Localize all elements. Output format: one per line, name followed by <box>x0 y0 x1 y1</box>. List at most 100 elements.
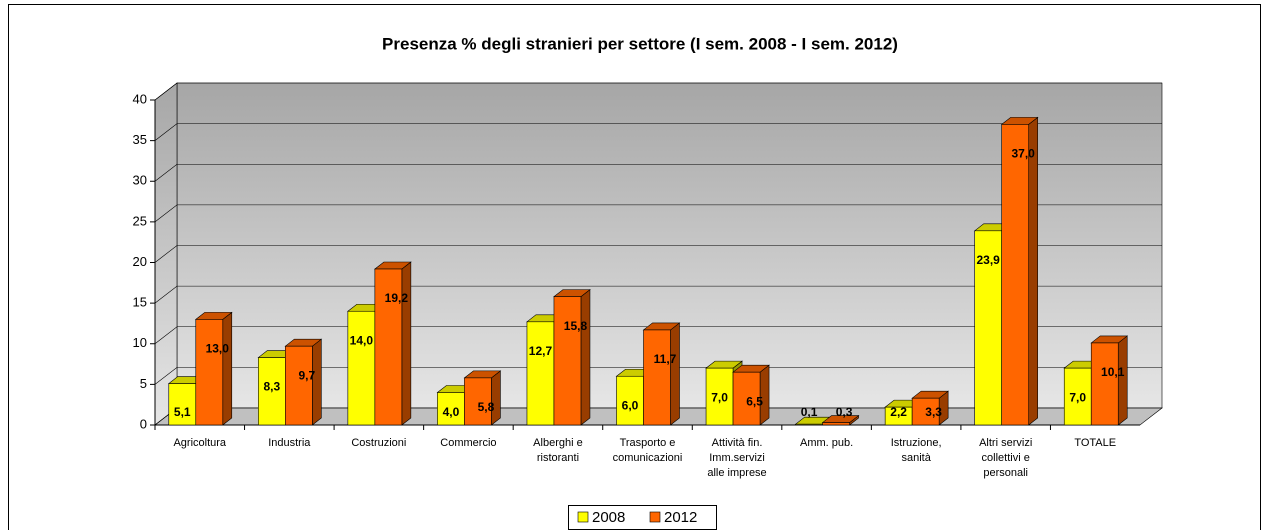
grid-line <box>154 367 1162 385</box>
bar-side <box>401 261 412 426</box>
bar-front <box>911 397 940 426</box>
y-tick-label: 5 <box>140 376 147 391</box>
bar <box>642 322 681 426</box>
bar <box>553 289 591 426</box>
bar-front <box>553 296 582 426</box>
grid-line <box>154 163 1162 182</box>
x-tick-label: alle imprese <box>707 467 766 479</box>
bar-front <box>643 329 671 426</box>
legend-label: 2008 <box>592 509 625 526</box>
value-label: 19,2 <box>385 291 409 305</box>
x-tick-label: comunicazioni <box>613 452 683 464</box>
bar-front <box>374 268 403 426</box>
x-tick-label: Commercio <box>440 437 496 449</box>
x-tick-label: personali <box>983 467 1028 479</box>
bar-front <box>616 375 644 426</box>
bar <box>463 370 502 426</box>
y-tick-label: 10 <box>133 335 147 350</box>
value-label: 5,8 <box>478 400 495 414</box>
bar-front <box>347 310 376 426</box>
bar-front <box>705 367 734 426</box>
x-tick-label: Costruzioni <box>351 437 406 449</box>
value-label: 12,7 <box>529 344 553 358</box>
bar-side <box>491 370 501 426</box>
x-tick-label: TOTALE <box>1074 437 1116 449</box>
bar-front <box>526 321 555 426</box>
bar-front <box>195 319 224 426</box>
value-label: 9,7 <box>298 368 315 382</box>
bar-side <box>670 322 680 426</box>
y-tick-label: 40 <box>133 91 147 106</box>
bar-front <box>1001 124 1029 426</box>
value-label: 11,7 <box>654 352 677 366</box>
value-label: 13,0 <box>206 342 230 356</box>
x-tick-label: Industria <box>268 437 311 449</box>
value-label: 7,0 <box>1069 390 1086 404</box>
grid-line <box>154 326 1162 344</box>
x-tick-label: Istruzione, <box>891 437 942 449</box>
value-label: 6,5 <box>746 394 763 408</box>
value-label: 4,0 <box>443 405 460 419</box>
bar <box>1090 335 1129 426</box>
value-label: 0,1 <box>801 405 818 419</box>
value-label: 6,0 <box>622 398 639 412</box>
value-label: 0,3 <box>836 405 853 419</box>
value-label: 2,2 <box>890 405 907 419</box>
bar-front <box>1063 367 1092 426</box>
value-label: 5,1 <box>174 405 191 419</box>
bar-front <box>168 383 197 426</box>
legend-label: 2012 <box>664 509 697 526</box>
x-tick-label: collettivi e <box>982 452 1030 464</box>
x-tick-label: Amm. pub. <box>800 437 853 449</box>
bar-front <box>285 345 313 426</box>
bar <box>284 338 323 426</box>
bar-side <box>222 311 233 426</box>
grid-line <box>154 285 1162 304</box>
y-tick-label: 35 <box>133 132 147 147</box>
y-tick-label: 25 <box>133 213 147 228</box>
y-tick-label: 20 <box>133 254 147 269</box>
bar-front <box>437 392 465 426</box>
chart-title: Presenza % degli stranieri per settore (… <box>382 34 898 53</box>
bar <box>194 311 233 426</box>
bar <box>911 390 950 426</box>
x-tick-label: ristoranti <box>537 452 579 464</box>
bar-front <box>732 371 761 426</box>
bar-side <box>1117 335 1128 426</box>
bar-front <box>258 357 286 426</box>
legend-swatch <box>649 511 661 523</box>
bar <box>821 414 860 426</box>
x-tick-label: Agricoltura <box>173 437 226 449</box>
y-tick-label: 0 <box>140 416 147 431</box>
bar-side <box>1028 116 1038 426</box>
legend-box <box>568 505 717 530</box>
value-label: 10,1 <box>1101 365 1125 379</box>
bar-front <box>1090 342 1119 426</box>
bar-side <box>580 289 591 426</box>
x-tick-label: Attività fin. <box>712 437 763 449</box>
bar-front <box>974 230 1002 426</box>
x-tick-label: Alberghi e <box>533 437 583 449</box>
bar-front <box>795 423 823 426</box>
x-tick-label: Trasporto e <box>620 437 676 449</box>
y-tick-label: 30 <box>133 173 147 188</box>
value-label: 8,3 <box>263 380 280 394</box>
x-tick-label: Imm.servizi <box>709 452 765 464</box>
grid-line <box>154 204 1162 223</box>
value-label: 37,0 <box>1012 147 1036 161</box>
grid-line <box>154 245 1162 263</box>
grid-line <box>154 123 1162 141</box>
y-tick-label: 15 <box>133 295 147 310</box>
bar-front <box>822 422 850 426</box>
x-tick-label: Altri servizi <box>979 437 1032 449</box>
value-label: 3,3 <box>925 405 942 419</box>
value-label: 14,0 <box>350 333 374 347</box>
grid-line <box>154 82 1162 101</box>
value-label: 23,9 <box>977 253 1001 267</box>
value-label: 7,0 <box>711 390 728 404</box>
bar <box>732 364 770 426</box>
bar-front <box>464 377 492 426</box>
legend-swatch <box>577 511 589 523</box>
bar <box>1000 116 1039 426</box>
